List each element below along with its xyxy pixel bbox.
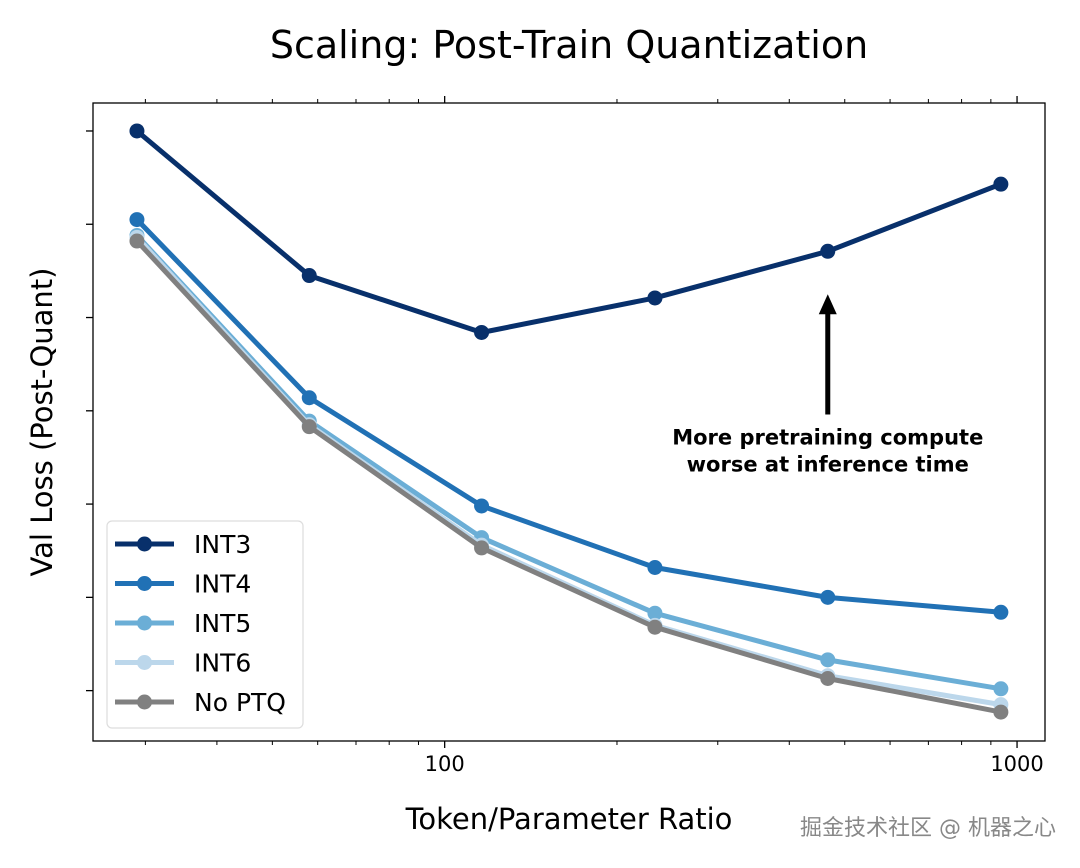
plot-frame bbox=[92, 102, 1046, 742]
series-line-int3 bbox=[135, 129, 1002, 335]
data-point-int3 bbox=[993, 176, 1009, 192]
data-point-int3 bbox=[474, 324, 490, 340]
data-point-int4 bbox=[474, 498, 490, 514]
legend-marker-int5 bbox=[137, 615, 152, 631]
data-point-int3 bbox=[820, 243, 836, 259]
series-line-no-ptq bbox=[135, 239, 1002, 715]
data-point-int4 bbox=[993, 604, 1009, 620]
data-point-int4 bbox=[820, 589, 836, 605]
legend-marker-int3 bbox=[137, 536, 152, 552]
data-point-int4 bbox=[301, 390, 317, 406]
x-tick-label: 100 bbox=[425, 752, 465, 776]
watermark: 掘金技术社区 @ 机器之心 bbox=[800, 816, 1056, 841]
data-point-no-ptq bbox=[301, 419, 317, 435]
legend-marker-int6 bbox=[137, 655, 152, 670]
data-point-int4 bbox=[129, 212, 145, 228]
legend: INT3 INT4 INT5 INT6 No PTQ bbox=[106, 520, 304, 729]
data-point-int5 bbox=[993, 681, 1009, 697]
chart-title: Scaling: Post-Train Quantization bbox=[270, 23, 868, 67]
annotation: More pretraining compute worse at infere… bbox=[672, 294, 983, 477]
annotation-arrow-head bbox=[818, 294, 837, 315]
data-point-int5 bbox=[820, 652, 836, 668]
annotation-line-1: More pretraining compute bbox=[672, 426, 983, 450]
series-line-int4 bbox=[135, 217, 1002, 615]
data-point-no-ptq bbox=[474, 540, 490, 556]
x-axis-label: Token/Parameter Ratio bbox=[405, 802, 733, 836]
legend-marker-no-ptq bbox=[137, 694, 152, 710]
legend-box bbox=[106, 520, 304, 729]
data-point-no-ptq bbox=[647, 619, 663, 635]
data-point-no-ptq bbox=[993, 704, 1009, 720]
data-point-int3 bbox=[647, 290, 663, 306]
data-point-int5 bbox=[647, 605, 663, 621]
data-point-no-ptq bbox=[820, 671, 836, 687]
legend-label-int4: INT4 bbox=[194, 570, 251, 599]
legend-label-int5: INT5 bbox=[194, 609, 251, 638]
data-point-int3 bbox=[129, 123, 145, 139]
data-point-int4 bbox=[647, 560, 663, 576]
data-point-no-ptq bbox=[129, 233, 145, 249]
legend-label-int3: INT3 bbox=[194, 530, 251, 559]
y-axis-label: Val Loss (Post-Quant) bbox=[25, 267, 59, 576]
legend-marker-int4 bbox=[137, 576, 152, 591]
legend-label-no-ptq: No PTQ bbox=[194, 688, 286, 717]
legend-label-int6: INT6 bbox=[194, 649, 251, 678]
x-tick-label: 1000 bbox=[990, 752, 1043, 776]
annotation-line-2: worse at inference time bbox=[687, 453, 969, 477]
data-point-int3 bbox=[301, 268, 317, 284]
